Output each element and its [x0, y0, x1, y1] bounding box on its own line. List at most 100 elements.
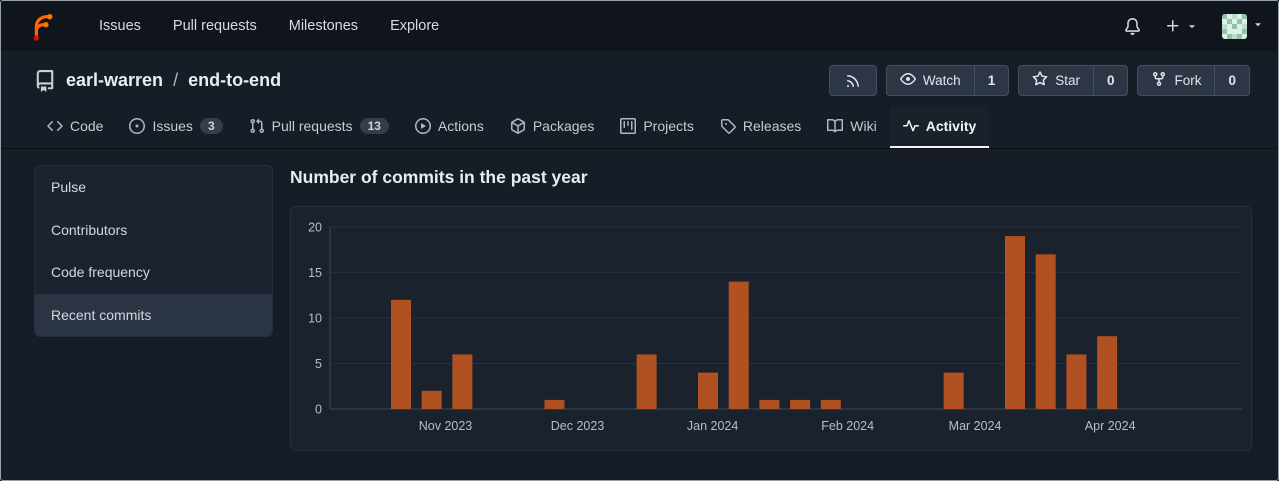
- plus-icon: [1167, 20, 1179, 32]
- tab-code[interactable]: Code: [34, 106, 116, 148]
- y-axis-tick-label: 20: [308, 221, 322, 235]
- repo-owner-link[interactable]: earl-warren: [66, 70, 164, 90]
- package-icon: [510, 118, 525, 134]
- top-navbar: Issues Pull requests Milestones Explore: [1, 1, 1278, 51]
- y-axis-tick-label: 10: [308, 312, 322, 326]
- commit-bar: [636, 354, 657, 409]
- commit-bar: [728, 281, 749, 409]
- project-icon: [620, 118, 637, 134]
- repo-icon: [36, 69, 54, 92]
- tab-label: Pull requests: [271, 118, 353, 134]
- commit-bar: [452, 354, 473, 409]
- commit-bar: [544, 399, 565, 409]
- x-axis-tick-label: Apr 2024: [1085, 419, 1136, 433]
- chevron-down-icon: [1255, 23, 1261, 27]
- commit-bar: [820, 399, 841, 409]
- pull-request-icon: [250, 118, 264, 134]
- tab-label: Code: [70, 118, 104, 134]
- x-axis-tick-label: Feb 2024: [821, 419, 874, 433]
- watch-button[interactable]: Watch: [887, 66, 974, 95]
- issue-icon: [129, 118, 146, 134]
- tab-count-badge: 13: [359, 118, 389, 134]
- x-axis-tick-label: Jan 2024: [687, 419, 738, 433]
- x-axis-tick-label: Mar 2024: [949, 419, 1002, 433]
- forgejo-logo-icon[interactable]: [27, 10, 59, 42]
- fork-button-group: Fork 0: [1137, 65, 1250, 96]
- create-new-dropdown[interactable]: [1165, 18, 1198, 34]
- repo-name-link[interactable]: end-to-end: [188, 70, 282, 90]
- tab-activity[interactable]: Activity: [889, 106, 990, 148]
- nav-link-explore[interactable]: Explore: [390, 18, 440, 34]
- commit-bar: [698, 372, 718, 409]
- tab-wiki[interactable]: Wiki: [814, 106, 889, 148]
- nav-link-issues[interactable]: Issues: [99, 18, 141, 34]
- commit-bar: [790, 399, 811, 409]
- fork-icon: [1151, 71, 1167, 90]
- star-count[interactable]: 0: [1092, 66, 1128, 95]
- chevron-down-icon: [1252, 17, 1264, 35]
- rss-feed-button[interactable]: [828, 65, 877, 96]
- sidebar-item-pulse[interactable]: Pulse: [51, 179, 87, 196]
- tag-icon: [720, 119, 736, 134]
- tab-issues[interactable]: Issues 3: [116, 106, 235, 148]
- chart-title: Number of commits in the past year: [290, 167, 588, 187]
- commit-bar: [943, 372, 964, 409]
- avatar[interactable]: [1222, 13, 1247, 39]
- tab-pull-requests[interactable]: Pull requests 13: [236, 106, 402, 148]
- commit-bar: [391, 299, 411, 409]
- star-icon: [1032, 71, 1048, 90]
- commit-bar: [1066, 354, 1087, 409]
- commit-bar: [1005, 236, 1025, 409]
- tab-label: Projects: [643, 118, 694, 134]
- commits-chart-canvas[interactable]: 0 5 10 15 20 Nov 2023 Dec 2023 Jan 2024 Feb 2024…: [291, 207, 1253, 452]
- watch-count[interactable]: 1: [973, 66, 1009, 95]
- nav-link-pull-requests[interactable]: Pull requests: [172, 18, 257, 34]
- repo-title: earl-warren / end-to-end: [34, 69, 282, 92]
- commits-chart-card: 0 5 10 15 20 Nov 2023 Dec 2023 Jan 2024 Feb 2024…: [290, 206, 1252, 451]
- sidebar-item-contributors[interactable]: Contributors: [51, 221, 128, 238]
- commit-bar: [1097, 336, 1118, 409]
- main-panel: Number of commits in the past year 0 5 10 1…: [290, 165, 1252, 451]
- rss-icon: [846, 74, 859, 87]
- pulse-icon: [902, 120, 919, 132]
- y-axis-tick-label: 0: [315, 403, 322, 417]
- notifications-bell-icon[interactable]: [1124, 17, 1141, 35]
- sidebar-item-recent-commits[interactable]: Recent commits: [35, 293, 272, 336]
- book-icon: [827, 118, 844, 133]
- tab-count-badge: 3: [199, 118, 223, 134]
- sidebar-item-code-frequency[interactable]: Code frequency: [51, 264, 150, 281]
- repo-actions: Watch 1 Star 0 Fork 0: [828, 65, 1250, 96]
- user-menu-dropdown[interactable]: [1222, 13, 1264, 39]
- navbar-right: [1124, 13, 1264, 39]
- nav-links: Issues Pull requests Milestones Explore: [83, 1, 455, 51]
- play-icon: [414, 118, 431, 134]
- fork-button[interactable]: Fork: [1138, 66, 1214, 95]
- repo-tabs: Code Issues 3 Pull requests 13 Actions Package…: [1, 106, 1278, 149]
- x-axis-tick-label: Dec 2023: [551, 419, 605, 433]
- commit-bar: [759, 399, 780, 409]
- code-icon: [47, 120, 63, 132]
- star-button-group: Star 0: [1018, 65, 1129, 96]
- tab-label: Packages: [532, 118, 595, 134]
- y-axis-tick-label: 5: [315, 357, 322, 371]
- tab-actions[interactable]: Actions: [402, 106, 497, 148]
- tab-label: Issues: [152, 118, 193, 134]
- commit-bar: [421, 390, 442, 409]
- tab-label: Activity: [925, 118, 977, 134]
- fork-icon: [1153, 72, 1166, 87]
- tab-projects[interactable]: Projects: [607, 106, 707, 148]
- fork-count[interactable]: 0: [1214, 66, 1249, 95]
- watch-button-group: Watch 1: [885, 65, 1010, 96]
- eye-icon: [900, 73, 916, 85]
- tab-label: Releases: [742, 118, 802, 134]
- bell-icon: [1125, 17, 1140, 35]
- y-axis-tick-label: 15: [308, 266, 322, 280]
- star-button[interactable]: Star: [1019, 66, 1093, 95]
- tab-packages[interactable]: Packages: [497, 106, 607, 148]
- nav-link-milestones[interactable]: Milestones: [288, 18, 359, 34]
- content: Pulse Contributors Code frequency Recent co…: [1, 149, 1278, 451]
- tab-releases[interactable]: Releases: [707, 106, 814, 148]
- commit-bar: [1035, 254, 1056, 409]
- star-icon: [1032, 71, 1048, 86]
- chevron-down-icon: [1189, 25, 1195, 29]
